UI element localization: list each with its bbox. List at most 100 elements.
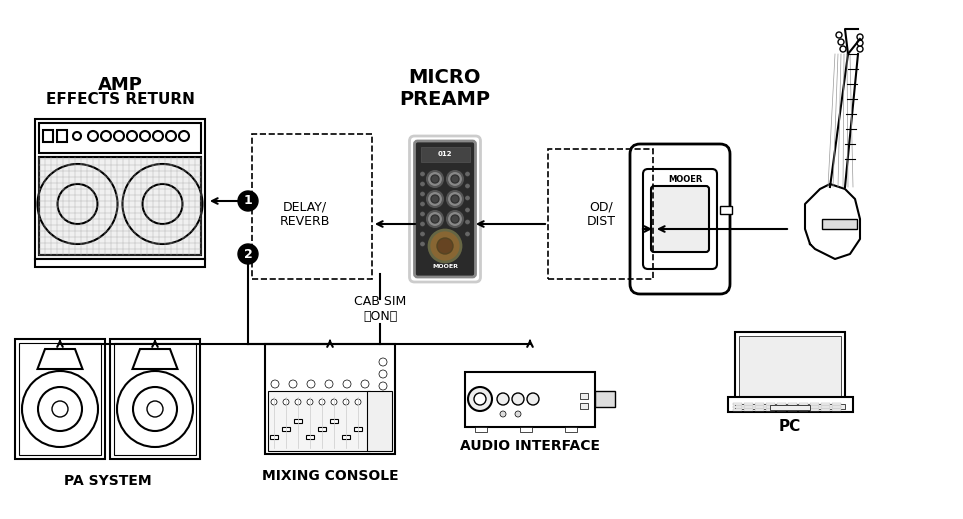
Circle shape	[431, 175, 439, 183]
Bar	[798, 403, 808, 404]
Bar	[798, 408, 808, 411]
Bar	[743, 405, 752, 407]
Circle shape	[117, 371, 193, 447]
Circle shape	[465, 196, 470, 200]
Text: PA SYSTEM: PA SYSTEM	[65, 474, 152, 488]
Circle shape	[355, 399, 361, 405]
Bar	[342, 435, 350, 439]
Circle shape	[421, 212, 425, 216]
Circle shape	[22, 371, 98, 447]
Bar	[354, 427, 362, 431]
Bar	[754, 403, 764, 404]
Circle shape	[836, 32, 842, 38]
Circle shape	[515, 411, 521, 417]
FancyBboxPatch shape	[651, 186, 709, 252]
Circle shape	[840, 46, 846, 52]
Circle shape	[421, 172, 425, 176]
Text: 012: 012	[438, 151, 453, 157]
Bar	[810, 408, 819, 411]
Circle shape	[512, 393, 524, 405]
Circle shape	[238, 191, 258, 211]
Bar	[798, 405, 808, 407]
Circle shape	[343, 380, 351, 388]
Circle shape	[857, 34, 863, 40]
Bar	[743, 408, 752, 411]
Bar	[580, 403, 588, 409]
Bar	[265, 344, 395, 454]
Bar	[720, 206, 732, 214]
Bar	[766, 403, 774, 404]
FancyBboxPatch shape	[643, 169, 717, 269]
Circle shape	[295, 399, 301, 405]
Bar	[776, 408, 786, 411]
Text: MICRO
PREAMP: MICRO PREAMP	[400, 68, 490, 109]
Circle shape	[447, 211, 463, 227]
Circle shape	[421, 192, 425, 196]
Bar	[548, 149, 653, 279]
Bar	[465, 372, 595, 427]
Text: PC: PC	[779, 419, 801, 434]
Bar	[270, 435, 278, 439]
Bar	[733, 408, 742, 411]
Bar	[294, 419, 302, 423]
Text: MOOER: MOOER	[432, 264, 458, 268]
Bar	[754, 408, 764, 411]
Circle shape	[331, 399, 337, 405]
Bar	[788, 405, 796, 407]
Circle shape	[343, 399, 349, 405]
Text: OD/
DIST: OD/ DIST	[586, 200, 615, 228]
Text: 1: 1	[244, 195, 252, 208]
Circle shape	[465, 208, 470, 212]
Circle shape	[166, 131, 176, 141]
Bar	[35, 119, 205, 259]
Circle shape	[101, 131, 111, 141]
Circle shape	[427, 191, 443, 207]
Circle shape	[465, 220, 470, 224]
Bar	[766, 405, 774, 407]
Bar	[39, 157, 201, 255]
Bar	[43, 130, 53, 142]
Bar	[810, 403, 819, 404]
Bar	[776, 403, 786, 404]
Bar	[739, 335, 841, 403]
Bar	[421, 147, 470, 162]
Bar	[580, 393, 588, 399]
Circle shape	[379, 382, 387, 390]
Bar	[520, 427, 532, 431]
Bar	[282, 427, 290, 431]
Circle shape	[427, 211, 443, 227]
Circle shape	[133, 387, 177, 431]
Bar	[831, 408, 841, 411]
Circle shape	[451, 195, 459, 203]
Bar	[788, 408, 796, 411]
Text: CAB SIM
（ON）: CAB SIM （ON）	[353, 295, 406, 323]
Bar	[475, 427, 487, 431]
Circle shape	[289, 380, 297, 388]
Text: EFFECTS RETURN: EFFECTS RETURN	[45, 92, 195, 107]
Text: AUDIO INTERFACE: AUDIO INTERFACE	[460, 439, 600, 453]
Circle shape	[421, 232, 425, 236]
Text: MIXING CONSOLE: MIXING CONSOLE	[262, 469, 399, 483]
Circle shape	[421, 182, 425, 186]
Circle shape	[468, 387, 492, 411]
Circle shape	[421, 202, 425, 206]
Circle shape	[38, 387, 82, 431]
Circle shape	[307, 380, 315, 388]
Bar	[820, 405, 829, 407]
Circle shape	[179, 131, 189, 141]
Circle shape	[271, 399, 277, 405]
Circle shape	[140, 131, 150, 141]
Bar	[39, 123, 201, 153]
Bar	[19, 343, 101, 455]
Circle shape	[447, 191, 463, 207]
Text: MOOER: MOOER	[667, 174, 702, 184]
Bar	[822, 219, 857, 229]
Bar	[743, 403, 752, 404]
FancyBboxPatch shape	[630, 144, 730, 294]
Polygon shape	[38, 349, 83, 369]
Bar	[733, 405, 742, 407]
Circle shape	[527, 393, 539, 405]
Text: DELAY/
REVERB: DELAY/ REVERB	[280, 200, 330, 228]
Circle shape	[788, 403, 792, 406]
FancyBboxPatch shape	[414, 141, 476, 277]
